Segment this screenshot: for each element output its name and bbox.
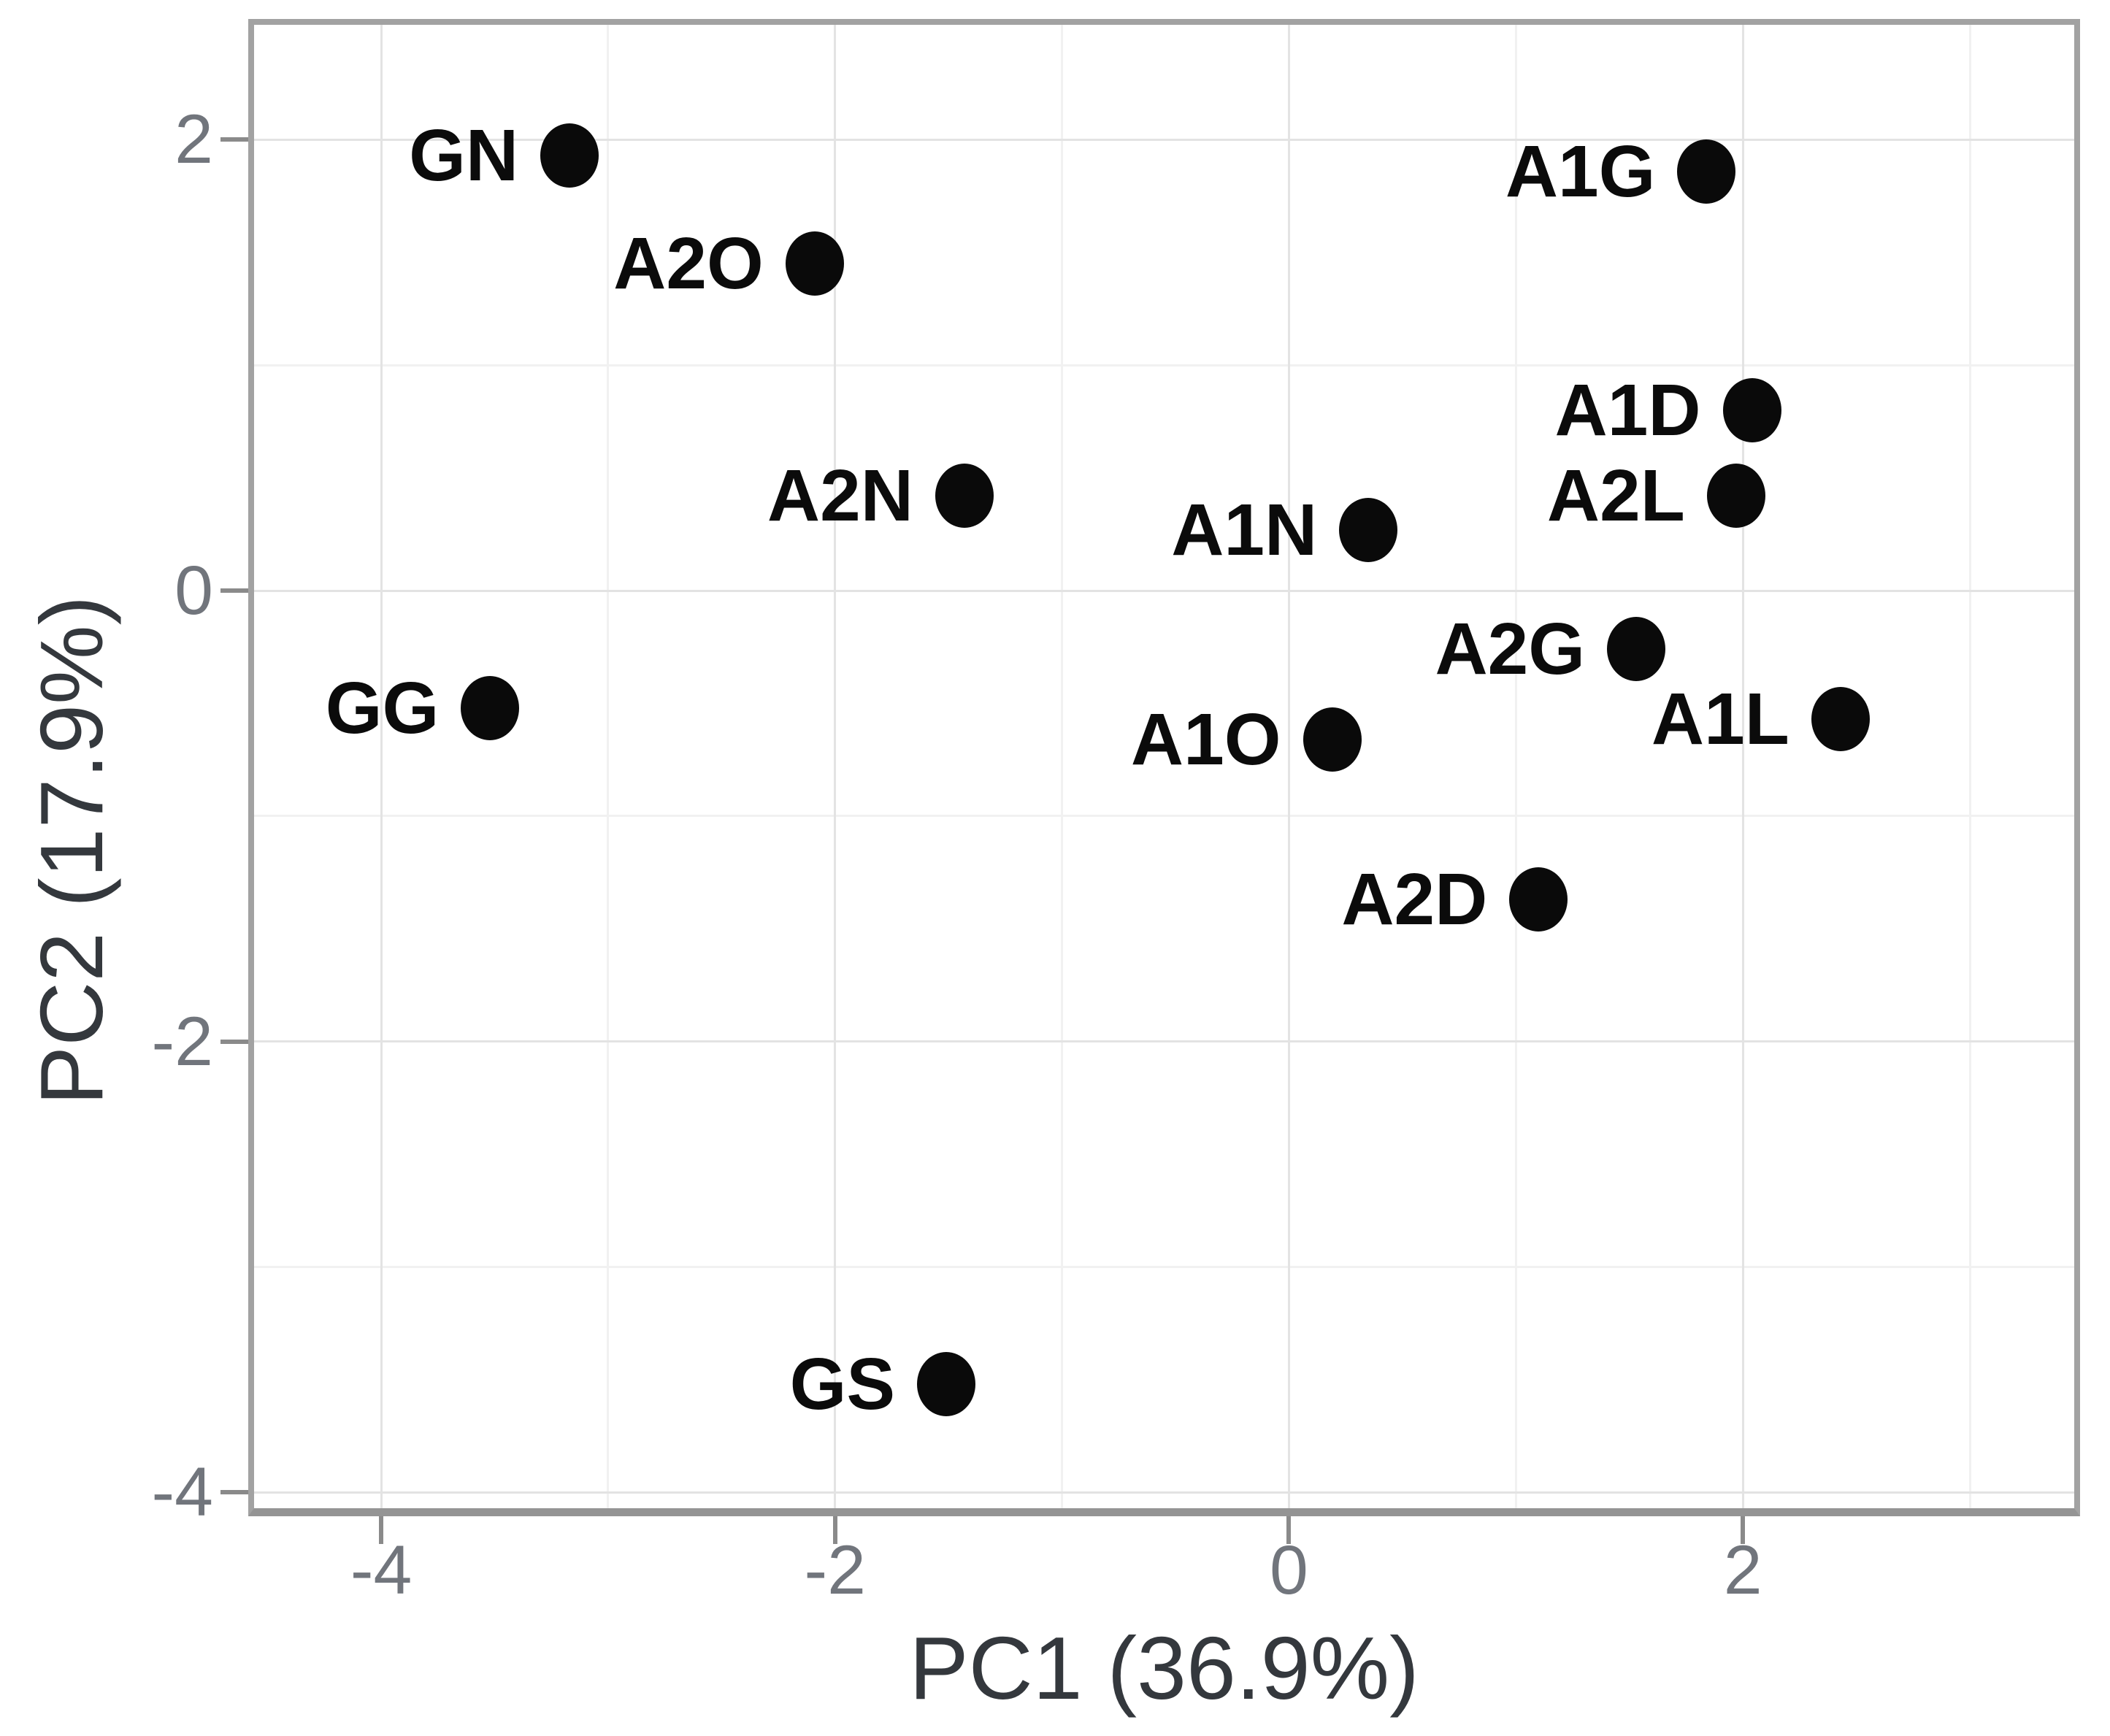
x-axis-tick (1286, 1516, 1292, 1544)
x-axis-title: PC1 (36.9%) (909, 1618, 1419, 1718)
gridline-y-minor (254, 364, 2074, 366)
data-point (1722, 378, 1781, 443)
x-tick-label: 2 (1723, 1532, 1762, 1609)
data-point-label: A1N (1171, 488, 1318, 571)
y-tick-label: 2 (174, 101, 213, 179)
data-point (1339, 497, 1398, 562)
gridline-x-major (1287, 25, 1290, 1508)
plot-panel (248, 19, 2080, 1516)
y-tick-label: -4 (151, 1453, 213, 1532)
data-point-label: A2D (1341, 859, 1488, 941)
data-point-label: A2G (1435, 608, 1586, 691)
data-point (1811, 687, 1870, 752)
data-point (785, 231, 844, 296)
y-axis-tick (220, 137, 248, 142)
data-point (1677, 139, 1736, 204)
y-axis-tick (220, 1039, 248, 1044)
data-point-label: A2N (767, 455, 913, 537)
data-point (540, 123, 599, 188)
data-point (1706, 464, 1765, 529)
data-point-label: A2L (1546, 455, 1685, 537)
data-point (1509, 867, 1568, 932)
x-axis-tick (379, 1516, 384, 1544)
data-point (917, 1352, 976, 1417)
gridline-y-major (254, 138, 2074, 141)
data-point-label: A2O (613, 223, 764, 305)
x-axis-tick (1741, 1516, 1746, 1544)
y-axis-title: PC2 (17.9%) (22, 595, 121, 1106)
gridline-x-minor (1514, 25, 1517, 1508)
data-point-label: A1G (1505, 130, 1656, 212)
gridline-x-major (380, 25, 383, 1508)
y-tick-label: -2 (151, 1002, 213, 1080)
data-point-label: A1D (1554, 369, 1701, 452)
gridline-y-minor (254, 1266, 2074, 1269)
y-axis-tick (220, 1490, 248, 1495)
data-point (1607, 617, 1666, 682)
data-point-label: GS (789, 1343, 896, 1426)
x-tick-label: -2 (804, 1532, 867, 1609)
data-point-label: GG (325, 667, 440, 749)
gridline-y-major (254, 1040, 2074, 1043)
x-tick-label: -4 (350, 1532, 413, 1609)
gridline-y-major (254, 1491, 2074, 1494)
gridline-x-minor (607, 25, 610, 1508)
data-point (1303, 707, 1362, 772)
gridline-x-major (1741, 25, 1744, 1508)
gridline-x-minor (1968, 25, 1971, 1508)
y-tick-label: 0 (174, 552, 213, 630)
gridline-x-minor (1061, 25, 1064, 1508)
gridline-y-major (254, 589, 2074, 592)
data-point-label: A1L (1651, 678, 1789, 761)
y-axis-tick (220, 588, 248, 594)
x-axis-tick (832, 1516, 837, 1544)
data-point (935, 464, 994, 529)
x-tick-label: 0 (1270, 1532, 1308, 1609)
gridline-y-minor (254, 815, 2074, 818)
data-point-label: GN (409, 115, 519, 197)
gridline-x-major (834, 25, 837, 1508)
data-point (461, 675, 520, 740)
data-point-label: A1O (1130, 698, 1281, 780)
